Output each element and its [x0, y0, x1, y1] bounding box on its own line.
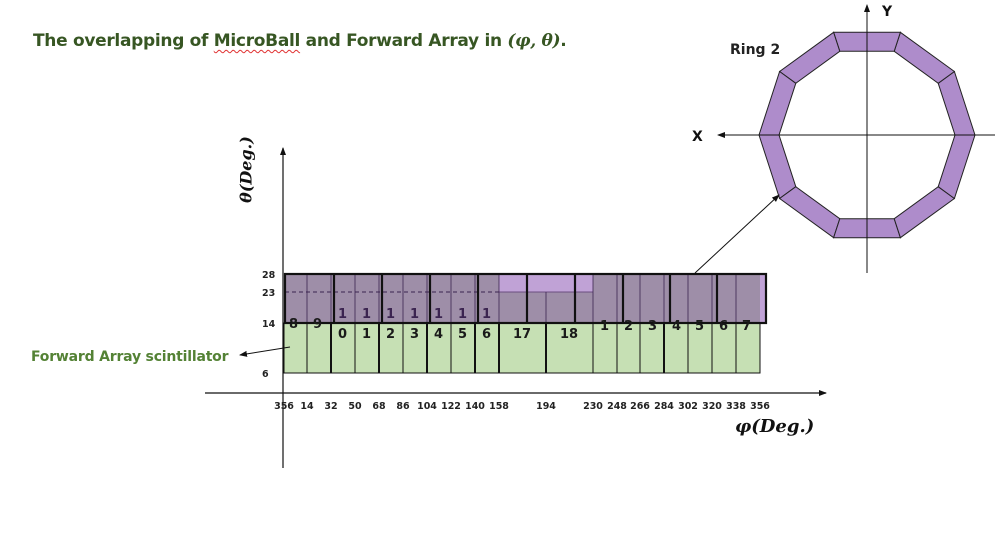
forward-array-cell-label: 1 — [362, 327, 371, 342]
forward-array-cell — [545, 322, 594, 374]
forward-array-cell — [498, 322, 547, 374]
phi-tick-label: 266 — [630, 401, 650, 412]
phi-tick-label: 14 — [300, 401, 314, 412]
ring-x-label: X — [692, 129, 703, 145]
forward-array-cell — [426, 322, 452, 374]
ring-segment — [893, 31, 956, 84]
phi-tick-label: 230 — [583, 401, 603, 412]
forward-array-cell-label: 6 — [482, 327, 491, 342]
title-middle: and Forward Array in — [300, 31, 508, 51]
microball-gap-region — [499, 274, 593, 292]
title-microball: MicroBall — [213, 31, 301, 51]
phi-tick-label: 338 — [726, 401, 746, 412]
phi-tick-label: 248 — [607, 401, 627, 412]
forward-array-cell — [663, 322, 689, 374]
ring-segment — [778, 186, 841, 239]
forward-array-cell-label: 2 — [386, 327, 395, 342]
ring-axes: X Y — [692, 4, 995, 273]
forward-array-cell — [330, 322, 356, 374]
forward-array-cell — [378, 322, 404, 374]
phi-tick-label: 194 — [536, 401, 556, 412]
microball-cell-label: 1 — [362, 307, 371, 322]
forward-array-cell — [354, 322, 380, 374]
microball-cell-label: 5 — [695, 319, 704, 334]
microball-cell-label: 3 — [648, 319, 657, 334]
microball-cell-label: 4 — [672, 319, 681, 334]
microball-cell-label: 6 — [719, 319, 728, 334]
forward-array-cell-label: 3 — [410, 327, 419, 342]
forward-array-pointer-arrow — [239, 346, 291, 357]
ring-segment — [937, 70, 976, 136]
phi-tick-label: 68 — [372, 401, 386, 412]
phi-tick-label: 158 — [489, 401, 509, 412]
microball-cell-label: 9 — [313, 317, 322, 332]
forward-array-label: Forward Array scintillator — [31, 349, 229, 365]
ring-segment — [937, 134, 976, 200]
phi-tick-labels: 356 14 32 50 68 86 104 122 140 158 194 230 248 266 284… — [274, 401, 770, 412]
ring-y-label: Y — [881, 4, 893, 20]
title-prefix: The overlapping of — [33, 31, 214, 51]
phi-tick-label: 140 — [465, 401, 485, 412]
forward-array-cell-label: 18 — [560, 327, 578, 342]
theta-tick-label: 14 — [262, 319, 276, 330]
theta-tick-labels: 28 23 14 6 — [262, 270, 276, 380]
microball-cell-label: 2 — [624, 319, 633, 334]
forward-array-cells — [283, 322, 761, 374]
forward-array-cell-label: 0 — [338, 327, 347, 342]
microball-cell-label: 1 — [386, 307, 395, 322]
microball-cell-label: 7 — [742, 319, 751, 334]
phi-tick-label: 50 — [348, 401, 362, 412]
forward-array-cell-label: 5 — [458, 327, 467, 342]
ring-pointer-arrow — [694, 194, 780, 274]
ring-segment — [778, 31, 841, 84]
microball-cell-label: 1 — [410, 307, 419, 322]
forward-array-cell — [711, 322, 737, 374]
microball-overlay — [283, 272, 768, 325]
phi-tick-label: 86 — [396, 401, 410, 412]
ring-segment — [758, 70, 797, 136]
theta-tick-label: 6 — [262, 369, 269, 380]
title-math: (φ, θ) — [507, 31, 561, 51]
theta-tick-label: 23 — [262, 288, 275, 299]
phi-tick-label: 320 — [702, 401, 722, 412]
microball-edge-strip — [760, 274, 766, 323]
phi-tick-label: 284 — [654, 401, 674, 412]
x-axis-label: φ(Deg.) — [735, 416, 815, 437]
phi-tick-label: 104 — [417, 401, 437, 412]
phi-tick-label: 302 — [678, 401, 698, 412]
ring-label: Ring 2 — [730, 42, 781, 58]
forward-array-cell-label: 17 — [513, 327, 531, 342]
microball-cell-label: 8 — [289, 317, 298, 332]
theta-tick-label: 28 — [262, 270, 276, 281]
microball-cell-label: 1 — [338, 307, 347, 322]
main-axes — [205, 147, 827, 468]
ring-2-decagon — [758, 31, 976, 239]
phi-tick-label: 32 — [324, 401, 337, 412]
phi-tick-label: 122 — [441, 401, 461, 412]
cell-labels: 8 91 1 1 1 1 1 11 2 3 4 5 6 70 1 2 3 4 5 6 17 18 — [289, 307, 751, 342]
phi-tick-label: 356 — [274, 401, 294, 412]
ring-segment — [758, 134, 797, 200]
ring-segment — [893, 186, 956, 239]
microball-cell-label: 1 — [482, 307, 491, 322]
forward-array-cell-label: 4 — [434, 327, 443, 342]
page-title: The overlapping of MicroBall and Forward… — [33, 31, 567, 51]
microball-cell-label: 1 — [600, 319, 609, 334]
phi-tick-label: 356 — [750, 401, 770, 412]
title-suffix: . — [560, 31, 567, 51]
microball-cell-label: 1 — [434, 307, 443, 322]
forward-array-cell — [306, 322, 332, 374]
microball-frame — [283, 272, 768, 325]
microball-cell-label: 1 — [458, 307, 467, 322]
